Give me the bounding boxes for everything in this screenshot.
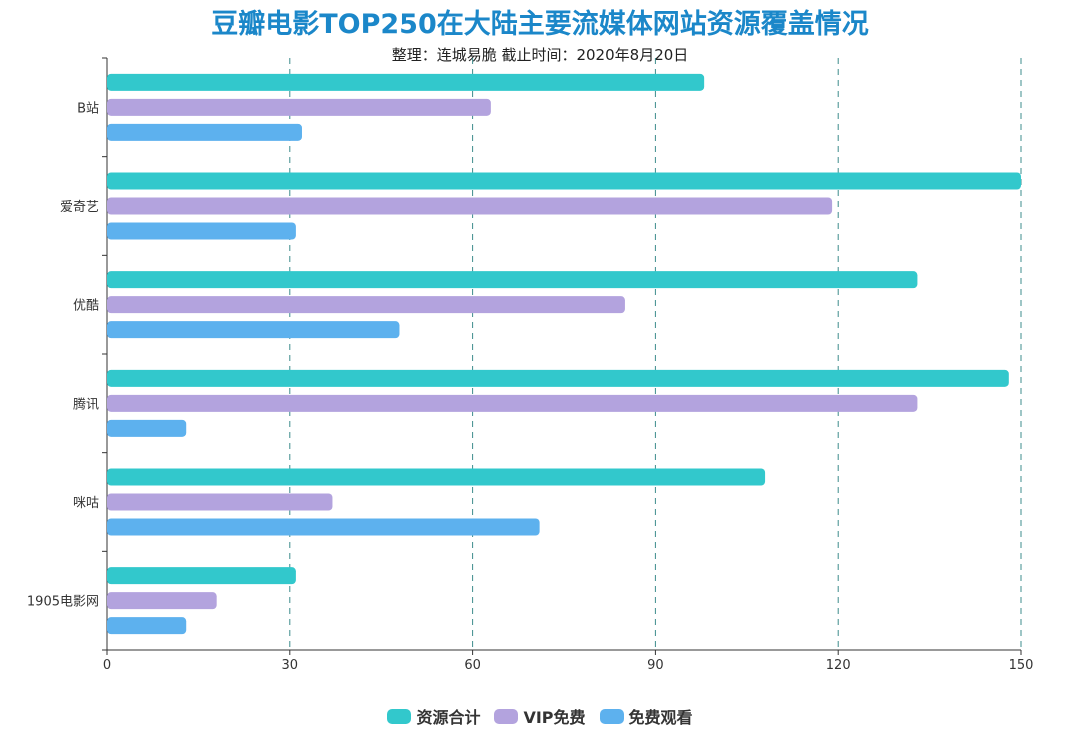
- bar: [107, 321, 400, 339]
- legend-label: 免费观看: [628, 708, 693, 727]
- legend-label: VIP免费: [523, 708, 586, 727]
- legend-label: 资源合计: [416, 708, 481, 727]
- x-tick-label: 60: [464, 658, 481, 673]
- legend-swatch: [387, 708, 412, 724]
- bar: [107, 296, 625, 314]
- legend-item[interactable]: 资源合计: [387, 704, 480, 728]
- legend-item[interactable]: 免费观看: [599, 704, 693, 728]
- y-category-label: 咪咕: [73, 495, 99, 511]
- bar: [107, 518, 540, 536]
- x-tick-label: 90: [647, 658, 664, 673]
- chart-title: 豆瓣电影TOP250在大陆主要流媒体网站资源覆盖情况: [211, 9, 869, 40]
- bar: [107, 419, 187, 437]
- bar: [107, 197, 833, 215]
- x-tick-label: 30: [282, 658, 299, 673]
- bar: [107, 493, 333, 511]
- bar: [107, 123, 302, 141]
- bar: [107, 271, 918, 289]
- bar: [107, 617, 187, 635]
- y-category-label: 爱奇艺: [60, 199, 99, 215]
- legend-item[interactable]: VIP免费: [494, 704, 586, 728]
- bar: [107, 567, 296, 585]
- bar: [107, 172, 1021, 190]
- y-category-label: 1905电影网: [27, 595, 99, 610]
- bar: [107, 73, 705, 91]
- chart-subtitle: 整理：连城易脆 截止时间：2020年8月20日: [391, 46, 689, 64]
- bar: [107, 592, 217, 610]
- bar: [107, 222, 296, 240]
- y-category-label: 优酷: [73, 299, 99, 314]
- x-tick-label: 0: [103, 658, 111, 673]
- chart-legend: 资源合计 VIP免费 免费观看: [0, 704, 1080, 728]
- legend-swatch: [599, 708, 624, 724]
- y-category-label: B站: [77, 101, 99, 116]
- bar: [107, 98, 491, 116]
- legend-swatch: [494, 708, 519, 724]
- bar: [107, 394, 918, 412]
- x-tick-label: 150: [1009, 658, 1034, 673]
- bar: [107, 468, 766, 486]
- bar: [107, 369, 1009, 387]
- x-tick-label: 120: [826, 658, 851, 673]
- y-category-label: 腾讯: [73, 396, 99, 412]
